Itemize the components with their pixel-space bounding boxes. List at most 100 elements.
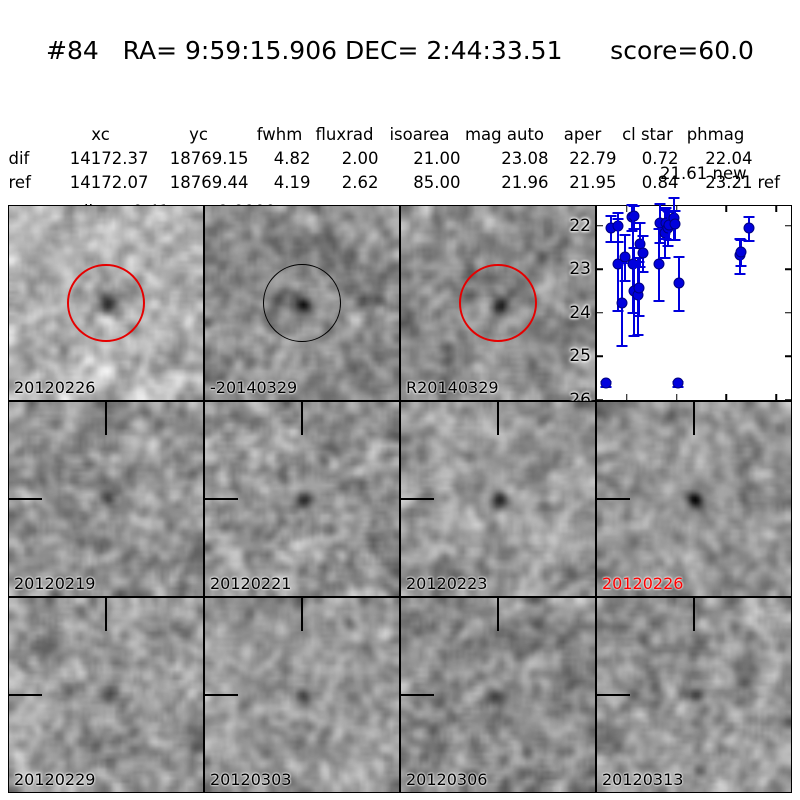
y-axis-tick-right xyxy=(785,224,791,227)
stamp-panel-20120223[interactable]: 20120223 xyxy=(400,401,596,597)
error-bar-cap xyxy=(637,234,649,237)
data-point[interactable] xyxy=(637,247,649,259)
y-axis-tick xyxy=(597,224,603,227)
cell-ref-tag: ref xyxy=(757,173,780,192)
measurements-table-block: xc yc fwhm fluxrad isoarea mag auto aper… xyxy=(0,86,800,234)
col-header-tag xyxy=(753,124,798,148)
error-bar-cap xyxy=(743,215,755,218)
cell-ref-isoarea: 85.00 xyxy=(413,173,461,192)
error-bar-cap xyxy=(627,216,639,219)
aperture-circle-red xyxy=(459,264,537,342)
stamp-panel-20120221[interactable]: 20120221 xyxy=(204,401,400,597)
crosshair-horizontal-tick xyxy=(9,498,42,500)
stamp-row: 20120229 20120303 20120306 20120313 xyxy=(8,597,792,793)
error-bar-cap xyxy=(633,261,645,264)
error-bar-cap xyxy=(612,309,624,312)
col-header-phmag: phmag xyxy=(686,125,745,144)
page-title: #84 RA= 9:59:15.906 DEC= 2:44:33.51 scor… xyxy=(46,36,754,65)
data-point[interactable] xyxy=(653,258,665,270)
error-bar-cap xyxy=(616,344,628,347)
y-axis-tick-label: 23 xyxy=(569,259,591,280)
stamp-panel-20120219[interactable]: 20120219 xyxy=(8,401,204,597)
stamp-date-label: 20120303 xyxy=(210,770,292,789)
stamp-panel-20120226[interactable]: 20120226 xyxy=(596,401,792,597)
crosshair-vertical-tick xyxy=(497,598,499,631)
error-bar-cap xyxy=(734,272,746,275)
error-bar-cap xyxy=(634,265,646,268)
stamp-date-label: 20120226 xyxy=(602,574,684,593)
error-bar-cap xyxy=(619,279,631,282)
stamp-panel-20120303[interactable]: 20120303 xyxy=(204,597,400,793)
data-point[interactable] xyxy=(743,222,755,234)
cell-dif-phmag: 22.04 xyxy=(705,149,753,168)
stamp-panel-20140329[interactable]: -20140329 xyxy=(204,205,400,401)
x-axis-tick xyxy=(775,394,777,400)
data-point[interactable] xyxy=(616,297,628,309)
row-label-ref: ref xyxy=(8,173,31,192)
stamp-date-label: 20120221 xyxy=(210,574,292,593)
stamp-date-label: 20120306 xyxy=(406,770,488,789)
aperture-circle-black xyxy=(263,264,341,342)
cell-dif-fluxrad: 2.00 xyxy=(341,149,379,168)
y-axis-tick-label: 22 xyxy=(569,215,591,236)
new-phmag-label: 21.61 new xyxy=(660,164,747,183)
data-point[interactable] xyxy=(669,218,681,230)
x-axis-tick xyxy=(725,394,728,400)
error-bar-cap xyxy=(653,299,665,302)
crosshair-vertical-tick xyxy=(693,598,695,631)
crosshair-horizontal-tick xyxy=(401,694,434,696)
crosshair-vertical-tick xyxy=(301,598,303,631)
crosshair-horizontal-tick xyxy=(597,694,630,696)
stamp-panel-20120226[interactable]: 20120226 xyxy=(8,205,204,401)
error-bar-cap xyxy=(628,247,640,250)
stamp-row: 20120226-20140329R201403292223242526−500… xyxy=(8,197,792,425)
error-bar-cap xyxy=(605,214,617,217)
stamp-date-label: -20140329 xyxy=(210,378,298,397)
col-header-xc: xc xyxy=(91,125,110,144)
stamp-panel-20120306[interactable]: 20120306 xyxy=(400,597,596,793)
stamp-panel-20120313[interactable]: 20120313 xyxy=(596,597,792,793)
col-header-fluxrad: fluxrad xyxy=(315,125,374,144)
error-bar-cap xyxy=(673,310,685,313)
cell-ref-mag-auto: 21.96 xyxy=(501,173,549,192)
data-point[interactable] xyxy=(633,282,645,294)
error-bar-cap xyxy=(669,209,681,212)
y-axis-tick xyxy=(597,312,603,314)
stamp-date-label: 20120219 xyxy=(14,574,96,593)
col-header-isoarea: isoarea xyxy=(389,125,450,144)
data-point[interactable] xyxy=(672,377,684,389)
row-label-dif: dif xyxy=(8,149,30,168)
error-bar-cap xyxy=(605,240,617,243)
error-bar-cap xyxy=(633,315,645,318)
data-point[interactable] xyxy=(673,277,685,289)
measurements-table: xc yc fwhm fluxrad isoarea mag auto aper… xyxy=(3,124,798,196)
error-bar-cap xyxy=(612,212,624,215)
error-bar-cap xyxy=(735,264,747,267)
error-bar-cap xyxy=(663,210,675,213)
data-point[interactable] xyxy=(612,258,624,270)
x-axis-tick xyxy=(675,394,678,400)
error-bar-cap xyxy=(628,205,640,208)
error-bar-cap xyxy=(668,197,680,200)
data-point[interactable] xyxy=(600,377,612,389)
error-bar-cap xyxy=(632,333,644,336)
cell-ref-yc: 18769.44 xyxy=(169,173,249,192)
crosshair-vertical-tick xyxy=(105,598,107,631)
table-row-ref: ref 14172.07 18769.44 4.19 2.62 85.00 21… xyxy=(3,172,798,196)
stamp-date-label: 20120229 xyxy=(14,770,96,789)
cell-ref-aper: 21.95 xyxy=(569,173,617,192)
cell-dif-aper: 22.79 xyxy=(569,149,617,168)
error-bar-cap xyxy=(735,238,747,241)
col-header-yc: yc xyxy=(189,125,208,144)
crosshair-vertical-tick xyxy=(693,402,695,435)
error-bar-cap xyxy=(637,271,649,274)
data-point[interactable] xyxy=(735,246,747,258)
stamp-date-label: R20140329 xyxy=(406,378,499,397)
y-axis-tick-right xyxy=(785,312,791,314)
stamp-panel-20120229[interactable]: 20120229 xyxy=(8,597,204,793)
header-rowlabel xyxy=(3,124,53,148)
cell-ref-phmag: 23.21 xyxy=(705,173,753,192)
stamp-panel-R20140329[interactable]: R20140329 xyxy=(400,205,596,401)
